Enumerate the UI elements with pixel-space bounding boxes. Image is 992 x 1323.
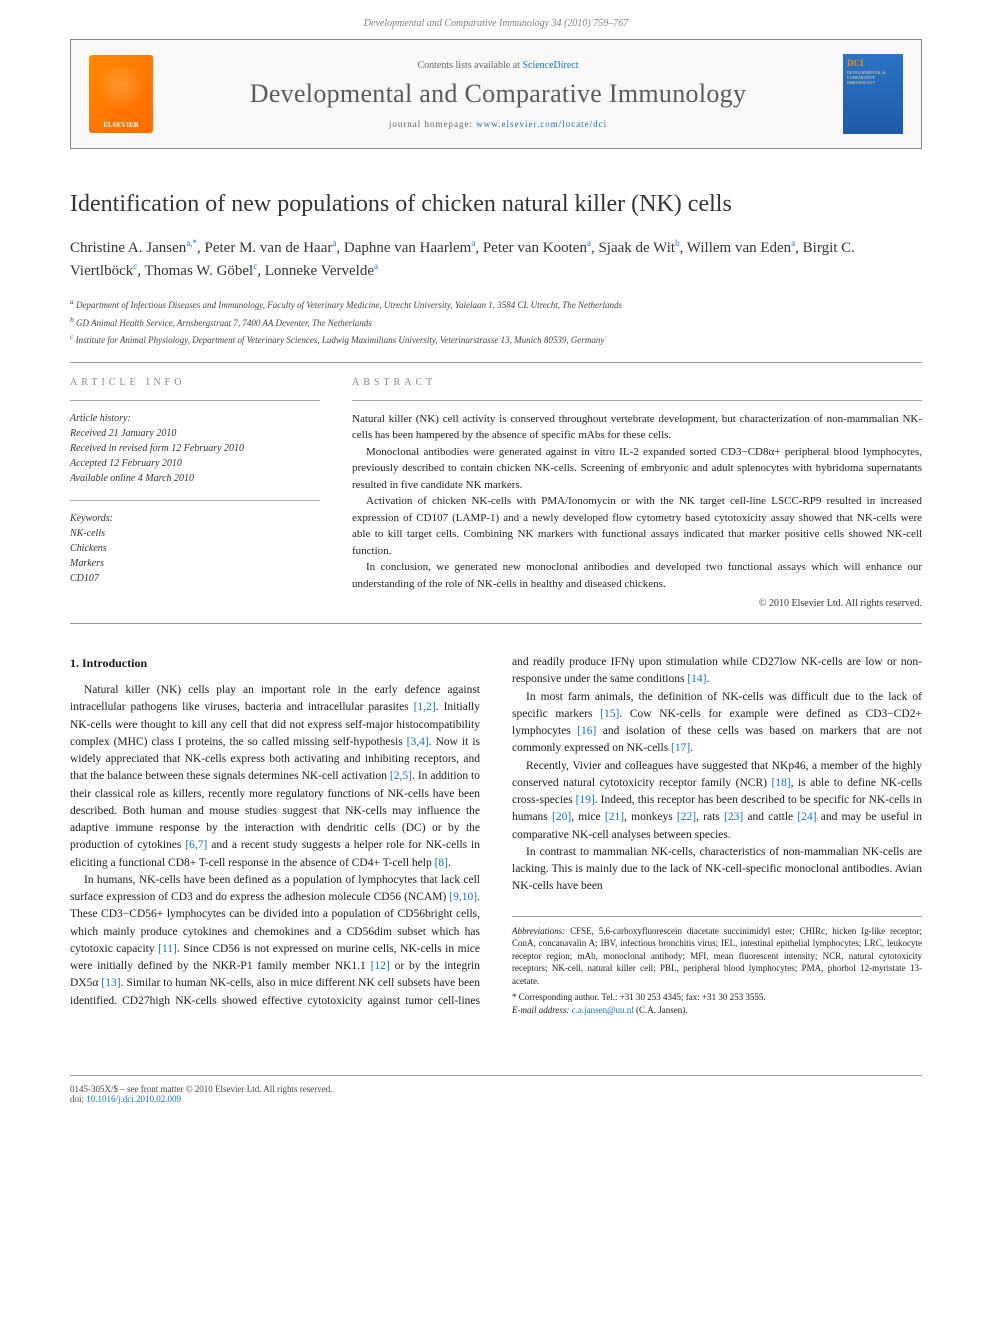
running-header: Developmental and Comparative Immunology…: [0, 0, 992, 39]
ref-link[interactable]: [23]: [724, 811, 743, 823]
ref-link[interactable]: [24]: [797, 811, 816, 823]
history-line: Available online 4 March 2010: [70, 471, 320, 486]
intro-heading: 1. Introduction: [70, 654, 480, 672]
ref-link[interactable]: [12]: [371, 960, 390, 972]
ref-link[interactable]: [14]: [687, 673, 706, 685]
ref-link[interactable]: [13]: [101, 977, 120, 989]
ref-link[interactable]: [2,5]: [390, 770, 412, 782]
content-area: Identification of new populations of chi…: [0, 189, 992, 1057]
history-line: Received in revised form 12 February 201…: [70, 441, 320, 456]
affiliation-line: c Institute for Animal Physiology, Depar…: [70, 331, 922, 348]
body-paragraph: Recently, Vivier and colleagues have sug…: [512, 758, 922, 844]
abstract-paragraph: Monoclonal antibodies were generated aga…: [352, 444, 922, 494]
article-info-column: ARTICLE INFO Article history: Received 2…: [70, 377, 320, 610]
article-info-label: ARTICLE INFO: [70, 377, 320, 388]
keyword-item: Markers: [70, 556, 320, 571]
affiliation-line: b GD Animal Health Service, Arnsbergstra…: [70, 314, 922, 331]
journal-cover-thumbnail: DCI DEVELOPMENTAL & COMPARATIVE IMMUNOLO…: [843, 54, 903, 134]
body-paragraph: In contrast to mammalian NK-cells, chara…: [512, 844, 922, 896]
ref-link[interactable]: [18]: [771, 777, 790, 789]
affiliation-line: a Department of Infectious Diseases and …: [70, 296, 922, 313]
homepage-link[interactable]: www.elsevier.com/locate/dci: [476, 119, 607, 129]
journal-name: Developmental and Comparative Immunology: [167, 79, 829, 109]
body-paragraph: In most farm animals, the definition of …: [512, 689, 922, 758]
article-title: Identification of new populations of chi…: [70, 189, 922, 219]
affiliations: a Department of Infectious Diseases and …: [70, 296, 922, 348]
cover-abbrev: DCI: [847, 58, 864, 68]
keyword-item: NK-cells: [70, 526, 320, 541]
history-line: Accepted 12 February 2010: [70, 456, 320, 471]
keyword-item: CD107: [70, 571, 320, 586]
corr-email-who: (C.A. Jansen).: [636, 1005, 688, 1015]
divider-bottom: [70, 623, 922, 624]
page-footer: 0145-305X/$ – see front matter © 2010 El…: [70, 1075, 922, 1134]
journal-masthead: ELSEVIER Contents lists available at Sci…: [70, 39, 922, 149]
corr-star: *: [512, 992, 517, 1002]
ref-link[interactable]: [11]: [158, 943, 177, 955]
body-columns: 1. Introduction Natural killer (NK) cell…: [70, 654, 922, 1017]
footer-left: 0145-305X/$ – see front matter © 2010 El…: [70, 1084, 333, 1104]
history-label: Article history:: [70, 411, 320, 426]
email-label: E-mail address:: [512, 1005, 569, 1015]
abstract-label: ABSTRACT: [352, 377, 922, 388]
corresponding-author: * Corresponding author. Tel.: +31 30 253…: [512, 991, 922, 1016]
ref-link[interactable]: [20]: [552, 811, 571, 823]
ref-link[interactable]: [22]: [677, 811, 696, 823]
doi-link[interactable]: 10.1016/j.dci.2010.02.009: [86, 1094, 181, 1104]
keywords-block: Keywords: NK-cellsChickensMarkersCD107: [70, 511, 320, 586]
homepage-prefix: journal homepage:: [389, 119, 476, 129]
history-line: Received 21 January 2010: [70, 426, 320, 441]
doi-label: doi:: [70, 1094, 84, 1104]
info-rule-1: [70, 400, 320, 401]
ref-link[interactable]: [16]: [577, 725, 596, 737]
corr-email-link[interactable]: c.a.jansen@uu.nl: [572, 1005, 634, 1015]
ref-link[interactable]: [8]: [435, 857, 448, 869]
ref-link[interactable]: [17]: [671, 742, 690, 754]
ref-link[interactable]: [9,10]: [449, 891, 477, 903]
abstract-rule: [352, 400, 922, 401]
ref-link[interactable]: [15]: [600, 708, 619, 720]
info-abstract-grid: ARTICLE INFO Article history: Received 2…: [70, 377, 922, 610]
elsevier-tree-icon: [99, 67, 143, 119]
ref-link[interactable]: [21]: [605, 811, 624, 823]
abstract-text: Natural killer (NK) cell activity is con…: [352, 411, 922, 593]
cover-subtitle: DEVELOPMENTAL & COMPARATIVE IMMUNOLOGY: [847, 70, 899, 85]
homepage-line: journal homepage: www.elsevier.com/locat…: [167, 119, 829, 129]
abstract-paragraph: Natural killer (NK) cell activity is con…: [352, 411, 922, 444]
contents-line: Contents lists available at ScienceDirec…: [167, 60, 829, 71]
abstract-copyright: © 2010 Elsevier Ltd. All rights reserved…: [352, 598, 922, 609]
elsevier-logo: ELSEVIER: [89, 55, 153, 133]
abbrev-label: Abbreviations:: [512, 926, 565, 936]
abstract-column: ABSTRACT Natural killer (NK) cell activi…: [352, 377, 922, 610]
ref-link[interactable]: [6,7]: [185, 839, 207, 851]
sciencedirect-link[interactable]: ScienceDirect: [522, 60, 578, 71]
abbreviations-box: Abbreviations: CFSE, 5,6-carboxyfluoresc…: [512, 916, 922, 1017]
authors-line: Christine A. Jansena,*, Peter M. van de …: [70, 237, 922, 282]
keywords-label: Keywords:: [70, 511, 320, 526]
abstract-paragraph: Activation of chicken NK-cells with PMA/…: [352, 493, 922, 559]
abstract-paragraph: In conclusion, we generated new monoclon…: [352, 559, 922, 592]
ref-link[interactable]: [3,4]: [407, 736, 429, 748]
body-paragraph: Natural killer (NK) cells play an import…: [70, 682, 480, 872]
ref-link[interactable]: [1,2]: [414, 701, 436, 713]
front-matter-text: 0145-305X/$ – see front matter © 2010 El…: [70, 1084, 333, 1094]
contents-prefix: Contents lists available at: [417, 60, 522, 71]
ref-link[interactable]: [19]: [576, 794, 595, 806]
info-rule-2: [70, 500, 320, 501]
abbrev-text: CFSE, 5,6-carboxyfluorescein diacetate s…: [512, 926, 922, 986]
divider-top: [70, 362, 922, 363]
keyword-item: Chickens: [70, 541, 320, 556]
corr-text: Corresponding author. Tel.: +31 30 253 4…: [519, 992, 766, 1002]
masthead-center: Contents lists available at ScienceDirec…: [167, 60, 829, 129]
article-history: Article history: Received 21 January 201…: [70, 411, 320, 486]
publisher-name: ELSEVIER: [103, 121, 138, 129]
